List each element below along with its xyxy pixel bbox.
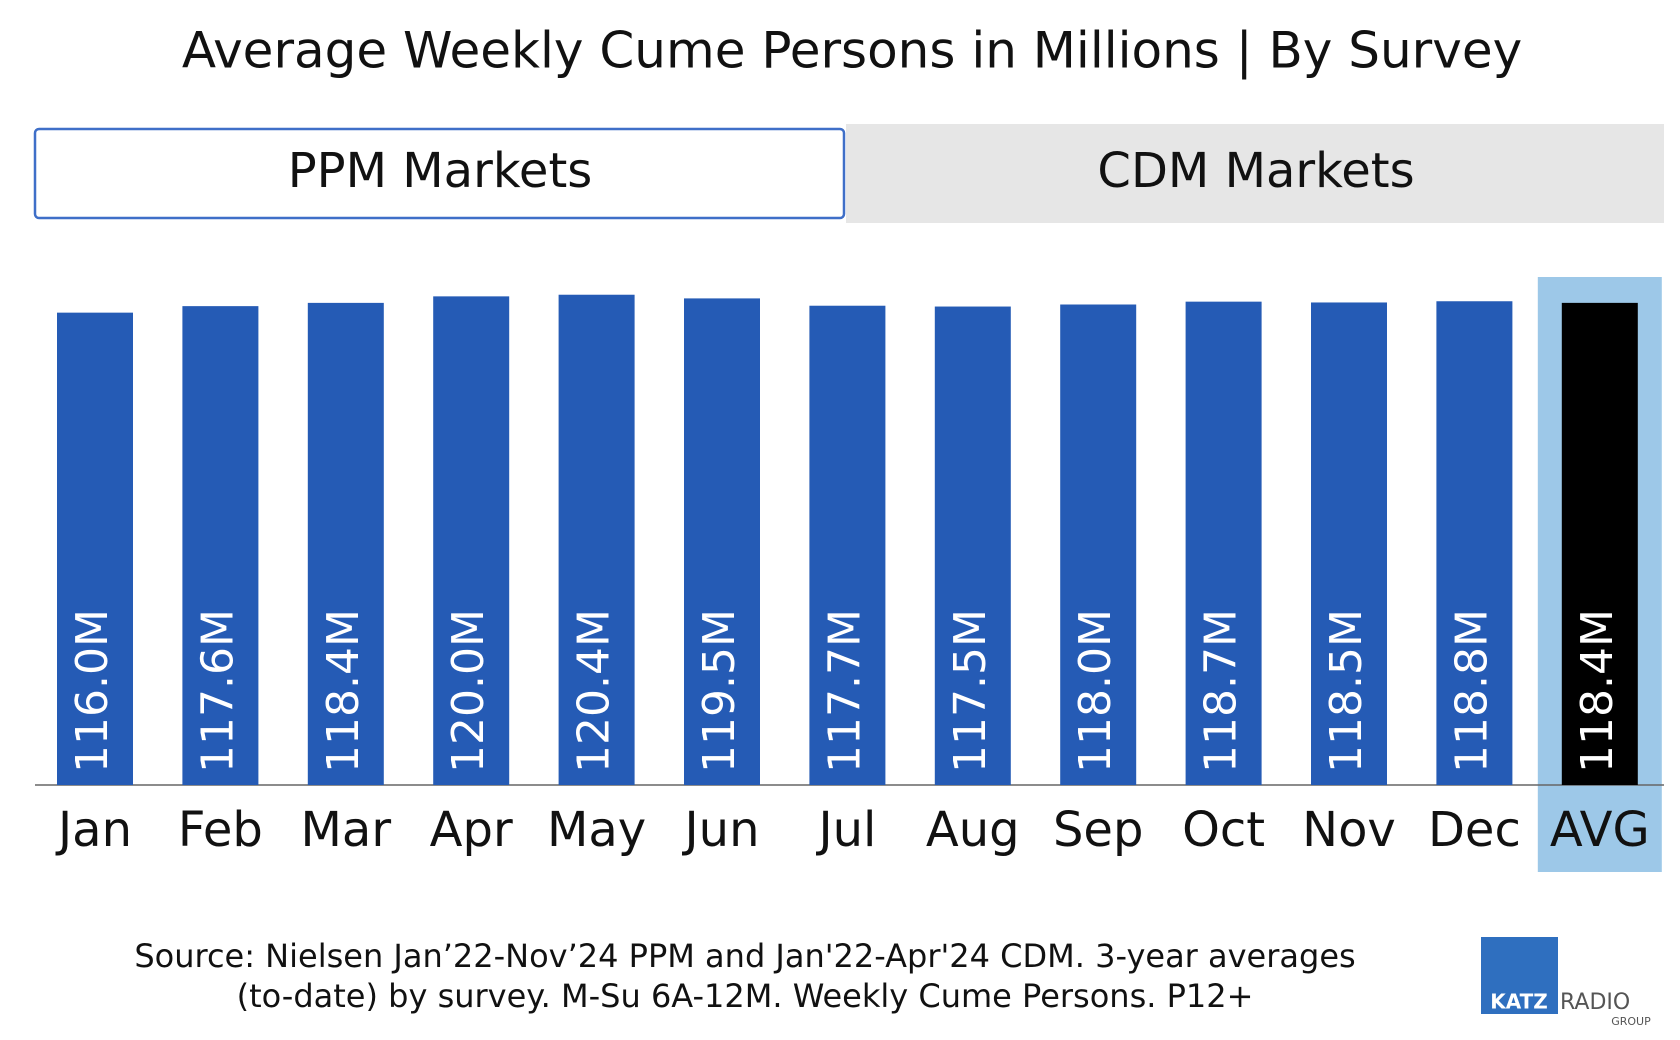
x-tick-label: Sep [1053,802,1143,858]
bar [1436,301,1513,785]
bar [1060,304,1137,785]
value-label: 117.6M [192,609,243,773]
x-tick-label: Feb [178,802,263,858]
x-tick-label: Nov [1302,802,1396,858]
tab-cdm[interactable] [846,124,1664,223]
source-note: (to-date) by survey. M-Su 6A-12M. Weekly… [237,977,1254,1015]
bar [182,306,259,785]
value-label: 120.4M [569,609,620,773]
bar [57,312,133,785]
x-tick-label: Jun [682,802,760,858]
value-label: 118.8M [1446,609,1497,773]
logo-text: GROUP [1611,1015,1651,1028]
plot: 116.0M Jan 117.6M Feb 118.4M Mar 120.0M Apr 120.… [35,277,1664,872]
x-tick-label: AVG [1550,802,1650,858]
chart-title: Average Weekly Cume Persons in Millions … [182,22,1522,80]
x-tick-label: Jan [55,802,132,858]
bar [809,305,886,785]
x-tick-label: Apr [430,802,513,858]
bar [558,294,635,785]
x-tick-label: Dec [1428,802,1521,858]
value-label: 120.0M [443,609,494,773]
value-label: 119.5M [694,609,745,773]
value-label: 118.5M [1321,609,1372,773]
value-label: 118.4M [1572,609,1623,773]
bar [934,306,1011,785]
tab-label[interactable]: CDM Markets [1097,143,1414,199]
x-tick-label: Jul [815,802,876,858]
x-tick-label: Oct [1182,802,1265,858]
value-label: 118.4M [318,609,369,773]
bar [433,296,510,785]
tab-ppm[interactable] [33,127,846,220]
value-label: 117.5M [945,609,996,773]
source-note: Source: Nielsen Jan’22-Nov’24 PPM and Ja… [134,937,1355,975]
logo-text: RADIO [1560,990,1630,1015]
bar [1561,302,1638,785]
logo-brand: KATZ [1490,990,1548,1014]
bar [684,298,760,785]
bar [1311,302,1387,785]
tab-label[interactable]: PPM Markets [288,143,593,199]
x-tick-label: Aug [926,802,1020,858]
value-label: 118.0M [1070,609,1121,773]
bar [307,302,384,785]
bar [1185,301,1262,785]
value-label: 117.7M [819,609,870,773]
logo-box [1481,937,1558,1014]
value-label: 118.7M [1196,609,1247,773]
x-tick-label: May [547,802,646,858]
x-tick-label: Mar [301,802,392,858]
value-label: 116.0M [67,609,118,773]
